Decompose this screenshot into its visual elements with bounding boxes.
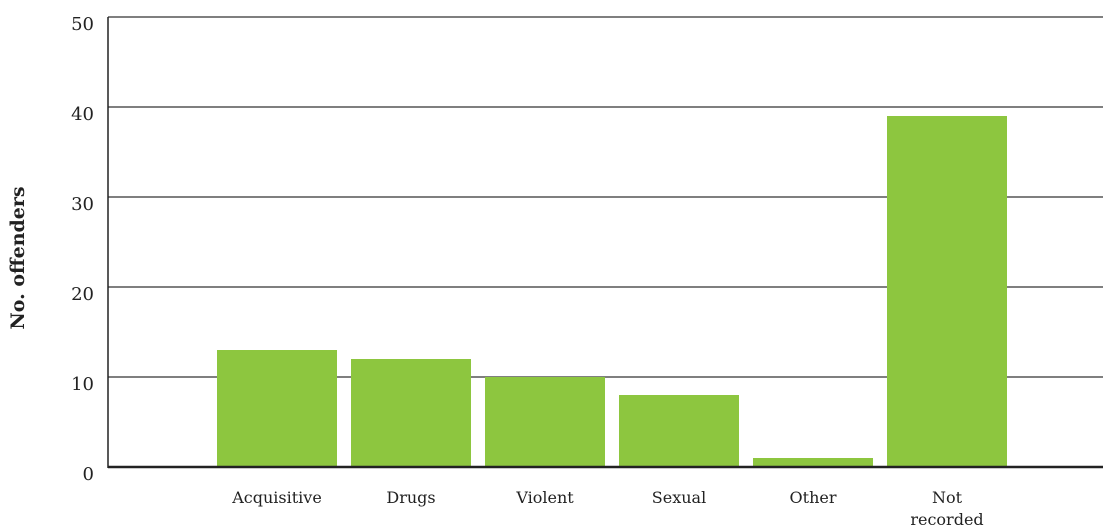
bars: [217, 116, 1007, 467]
y-tick-label: 10: [71, 374, 94, 395]
x-tick-label: recorded: [910, 510, 983, 529]
y-tick-label: 20: [71, 284, 94, 305]
x-tick-labels: Acquisitive Drugs Violent Sexual Other Not rec…: [231, 488, 983, 529]
x-tick-label: Violent: [515, 488, 574, 507]
x-tick-label: Acquisitive: [231, 488, 322, 507]
bar-other: [753, 458, 873, 467]
axes: [107, 17, 1103, 469]
y-tick-label: 40: [71, 104, 94, 125]
bar-drugs: [351, 359, 471, 467]
x-tick-label: Not: [932, 488, 963, 507]
bar-violent: [485, 377, 605, 467]
bar-acquisitive: [217, 350, 337, 467]
y-tick-label: 50: [71, 14, 94, 35]
bar-not-recorded: [887, 116, 1007, 467]
y-tick-label: 30: [71, 194, 94, 215]
x-tick-label: Sexual: [652, 488, 706, 507]
y-tick-labels: 0 10 20 30 40 50: [71, 14, 94, 485]
y-tick-label: 0: [83, 464, 94, 485]
bar-sexual: [619, 395, 739, 467]
x-tick-label: Drugs: [386, 488, 435, 507]
y-axis-title: No. offenders: [7, 186, 29, 329]
x-tick-label: Other: [790, 488, 837, 507]
